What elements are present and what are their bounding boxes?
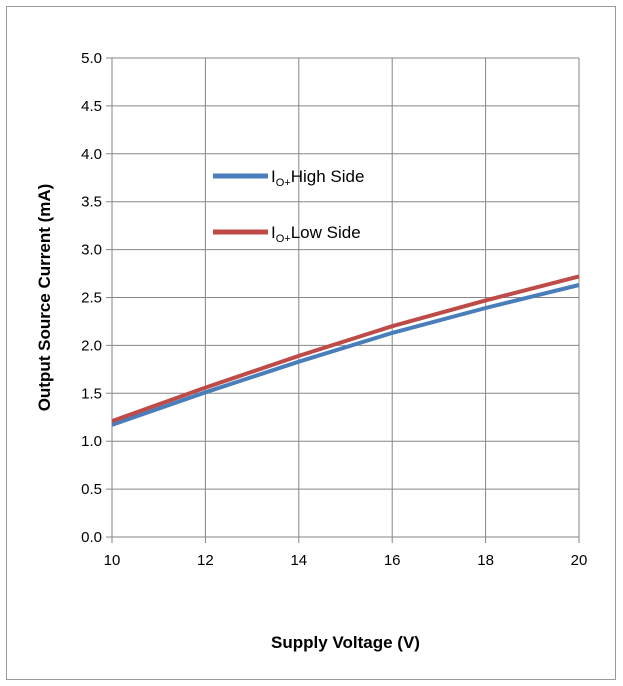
x-tick-label: 12	[197, 552, 214, 569]
chart-frame	[6, 6, 616, 680]
legend: IO+High Side IO+Low Side	[213, 167, 364, 245]
y-tick-label: 5.0	[81, 50, 102, 67]
series-lines	[111, 274, 580, 427]
x-tick-label: 18	[477, 552, 494, 569]
y-tick-label: 3.0	[81, 242, 102, 259]
y-axis-ticks: 0.0 0.5 1.0 1.5 2.0 2.5 3.0 3.5 4.0 4.5 5.0	[81, 50, 102, 546]
legend-label: IO+Low Side	[271, 223, 361, 245]
series-line-low-side	[111, 274, 580, 423]
y-tick-label: 4.5	[81, 98, 102, 115]
x-tick-label: 14	[290, 552, 307, 569]
x-tick-label: 16	[384, 552, 401, 569]
x-tick-label: 20	[571, 552, 588, 569]
y-tick-label: 2.5	[81, 290, 102, 307]
y-tick-label: 4.0	[81, 146, 102, 163]
series-line-high-side	[111, 283, 580, 427]
y-tick-label: 2.0	[81, 337, 102, 354]
y-tick-label: 1.5	[81, 385, 102, 402]
y-tick-label: 3.5	[81, 194, 102, 211]
y-tick-label: 0.5	[81, 481, 102, 498]
x-axis-ticks: 10 12 14 16 18 20	[104, 552, 588, 569]
x-tick-label: 10	[104, 552, 121, 569]
y-axis-title: Output Source Current (mA)	[35, 184, 54, 412]
legend-label: IO+High Side	[271, 167, 364, 189]
y-tick-label: 0.0	[81, 529, 102, 546]
y-tick-label: 1.0	[81, 433, 102, 450]
x-axis-title: Supply Voltage (V)	[271, 633, 420, 652]
